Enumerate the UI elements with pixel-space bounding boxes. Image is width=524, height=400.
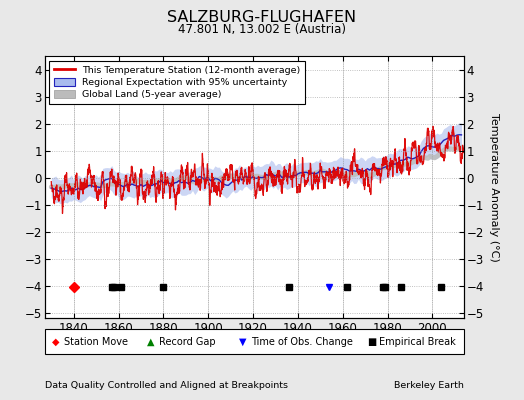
Text: Empirical Break: Empirical Break [379,336,455,346]
Y-axis label: Temperature Anomaly (°C): Temperature Anomaly (°C) [489,113,499,261]
Legend: This Temperature Station (12-month average), Regional Expectation with 95% uncer: This Temperature Station (12-month avera… [49,61,305,104]
Text: 47.801 N, 13.002 E (Austria): 47.801 N, 13.002 E (Austria) [178,23,346,36]
Text: Data Quality Controlled and Aligned at Breakpoints: Data Quality Controlled and Aligned at B… [45,381,288,390]
Text: SALZBURG-FLUGHAFEN: SALZBURG-FLUGHAFEN [168,10,356,25]
Text: ▼: ▼ [239,336,247,346]
Text: Station Move: Station Move [64,336,128,346]
Text: ◆: ◆ [52,336,60,346]
Text: Berkeley Earth: Berkeley Earth [394,381,464,390]
Text: Time of Obs. Change: Time of Obs. Change [252,336,353,346]
Text: ▲: ▲ [147,336,154,346]
Text: ■: ■ [367,336,376,346]
Text: Record Gap: Record Gap [159,336,215,346]
